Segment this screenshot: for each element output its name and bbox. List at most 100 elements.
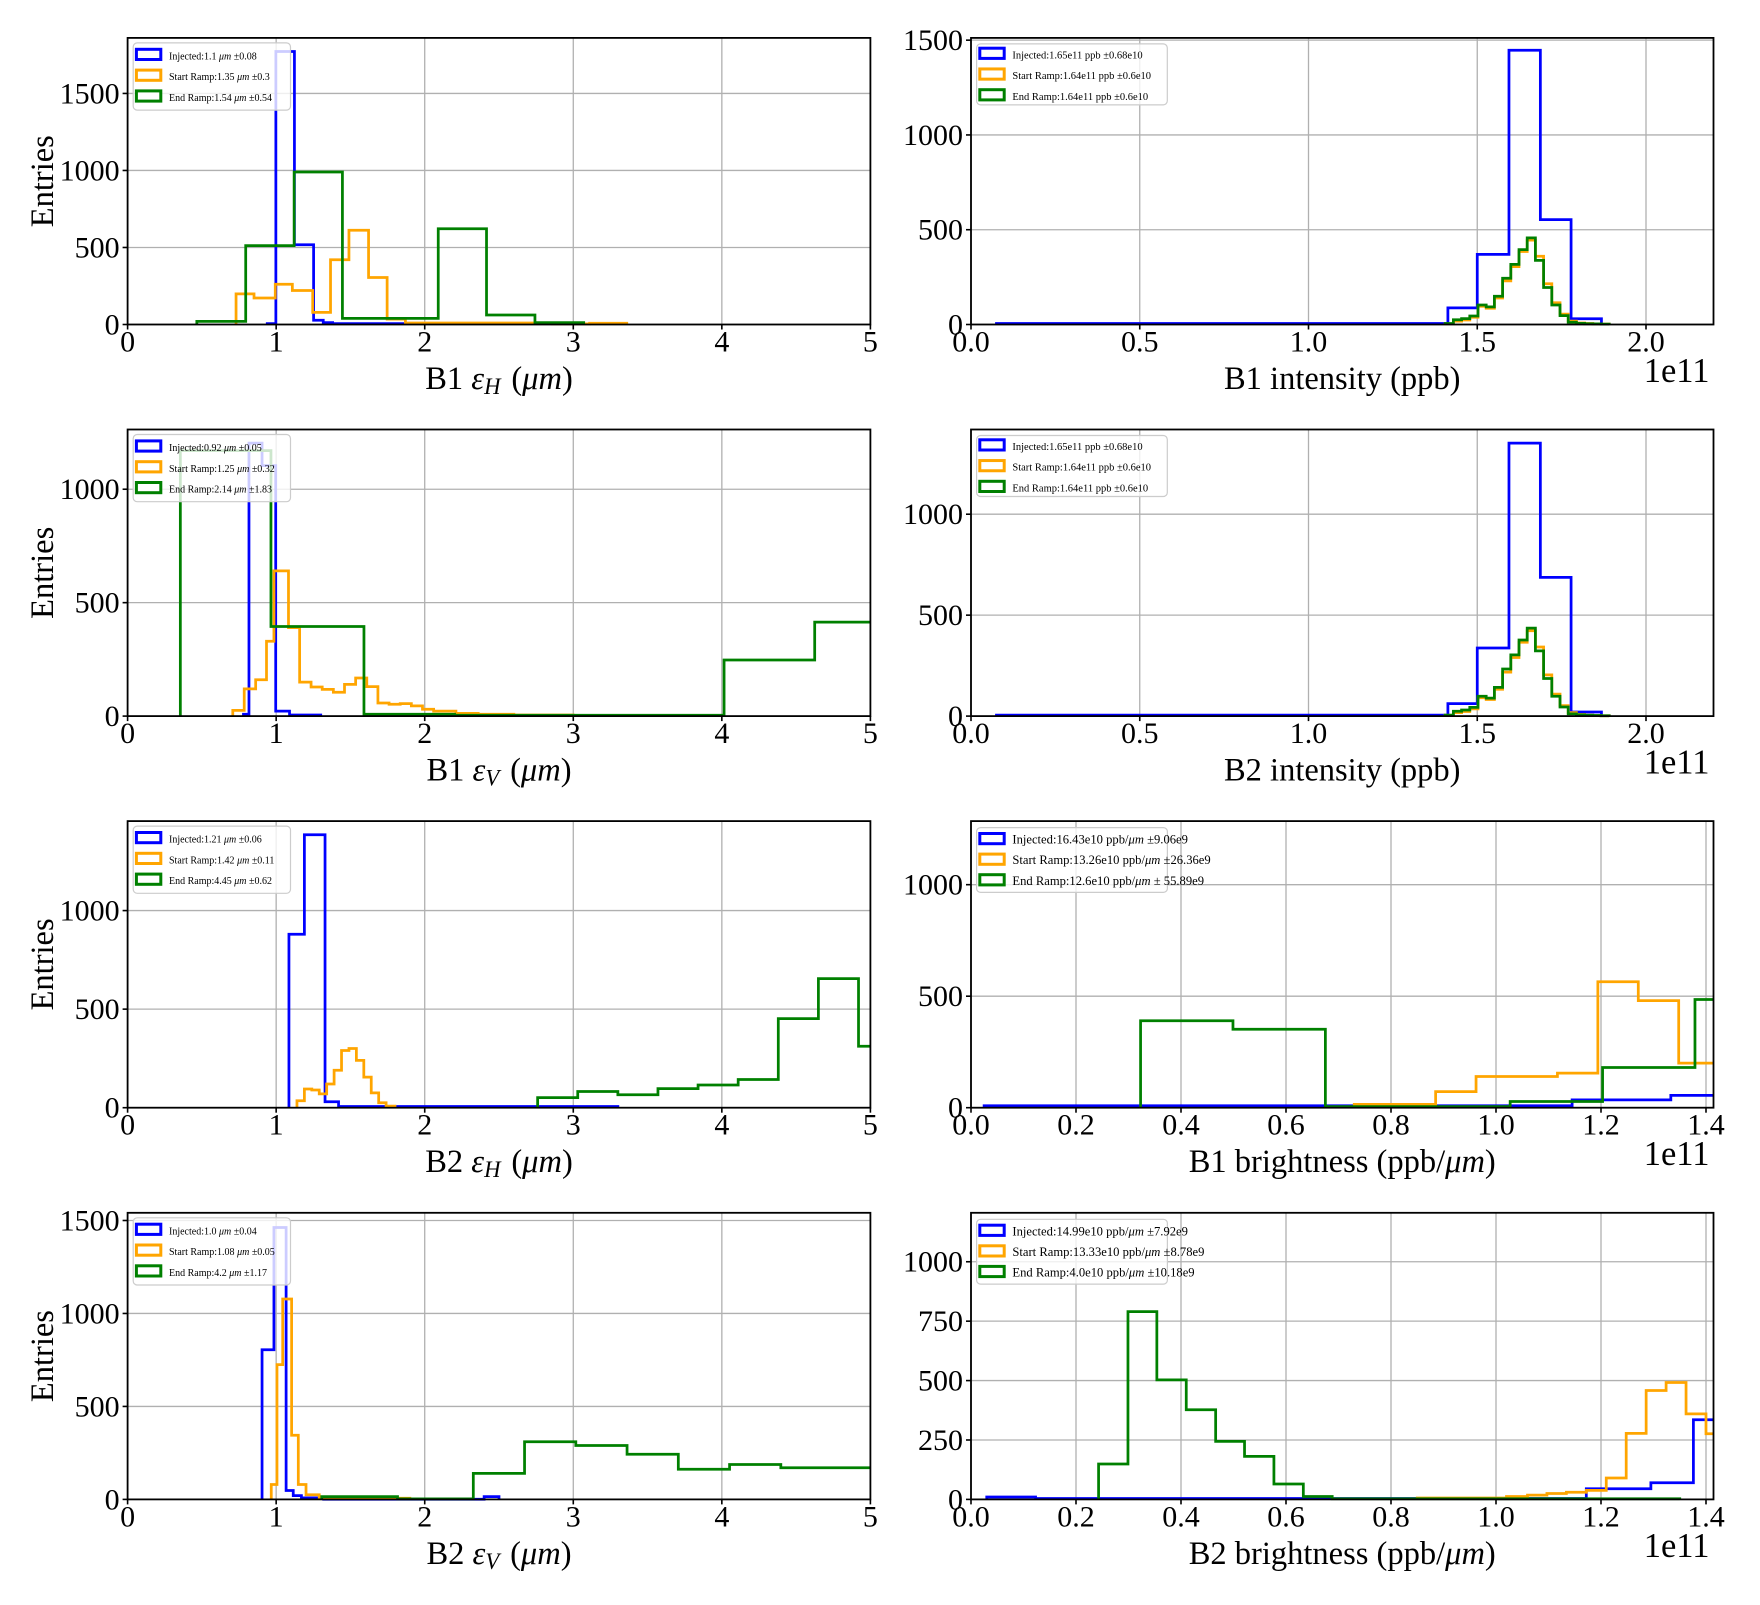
svg-text:1000: 1000 bbox=[60, 894, 120, 927]
svg-text:Injected:1.1 μm ±0.08: Injected:1.1 μm ±0.08 bbox=[169, 51, 257, 62]
svg-text:4: 4 bbox=[714, 1500, 729, 1533]
svg-text:2.0: 2.0 bbox=[1627, 326, 1665, 359]
svg-text:Injected:16.43e10 ppb/μm ±9.06: Injected:16.43e10 ppb/μm ±9.06e9 bbox=[1012, 833, 1188, 847]
svg-text:Start Ramp:1.64e11 ppb ±0.6e10: Start Ramp:1.64e11 ppb ±0.6e10 bbox=[1012, 463, 1151, 474]
svg-text:5: 5 bbox=[863, 1500, 878, 1533]
svg-text:1: 1 bbox=[269, 1500, 284, 1533]
svg-text:0.4: 0.4 bbox=[1162, 1109, 1200, 1142]
svg-text:0.0: 0.0 bbox=[952, 1500, 990, 1533]
svg-text:2: 2 bbox=[417, 717, 432, 750]
svg-text:End Ramp:1.54 μm ±0.54: End Ramp:1.54 μm ±0.54 bbox=[169, 93, 272, 104]
svg-text:0: 0 bbox=[105, 1092, 120, 1125]
svg-text:B2 intensity (ppb): B2 intensity (ppb) bbox=[1224, 753, 1461, 789]
svg-text:0: 0 bbox=[948, 1483, 963, 1516]
svg-text:0: 0 bbox=[120, 1109, 135, 1142]
svg-text:Start Ramp:1.08 μm ±0.05: Start Ramp:1.08 μm ±0.05 bbox=[169, 1247, 275, 1258]
svg-text:0: 0 bbox=[948, 700, 963, 733]
svg-text:500: 500 bbox=[75, 587, 120, 620]
svg-text:500: 500 bbox=[918, 214, 963, 247]
svg-text:0.0: 0.0 bbox=[952, 326, 990, 359]
svg-text:1e11: 1e11 bbox=[1644, 744, 1710, 782]
svg-text:1.5: 1.5 bbox=[1459, 717, 1497, 750]
svg-text:1000: 1000 bbox=[903, 869, 963, 902]
svg-text:Entries: Entries bbox=[25, 1310, 61, 1402]
svg-text:Start Ramp:13.26e10 ppb/μm ±26: Start Ramp:13.26e10 ppb/μm ±26.36e9 bbox=[1012, 853, 1210, 867]
svg-text:3: 3 bbox=[566, 717, 581, 750]
svg-text:1000: 1000 bbox=[903, 1246, 963, 1279]
svg-text:B1 εV (μm): B1 εV (μm) bbox=[426, 753, 571, 791]
svg-text:1e11: 1e11 bbox=[1644, 1135, 1710, 1173]
svg-text:End Ramp:12.6e10 ppb/μm ± 55.8: End Ramp:12.6e10 ppb/μm ± 55.89e9 bbox=[1012, 874, 1204, 888]
svg-text:750: 750 bbox=[918, 1305, 963, 1338]
svg-text:0.5: 0.5 bbox=[1121, 717, 1159, 750]
svg-text:0.2: 0.2 bbox=[1057, 1500, 1095, 1533]
svg-text:500: 500 bbox=[918, 980, 963, 1013]
svg-text:B1 εH (μm): B1 εH (μm) bbox=[425, 361, 573, 399]
svg-text:2.0: 2.0 bbox=[1627, 717, 1665, 750]
svg-text:250: 250 bbox=[918, 1424, 963, 1457]
svg-text:Start Ramp:1.35 μm ±0.3: Start Ramp:1.35 μm ±0.3 bbox=[169, 72, 270, 83]
svg-text:1500: 1500 bbox=[60, 77, 120, 110]
svg-text:0.0: 0.0 bbox=[952, 717, 990, 750]
svg-text:End Ramp:1.64e11 ppb ±0.6e10: End Ramp:1.64e11 ppb ±0.6e10 bbox=[1012, 483, 1148, 494]
svg-text:500: 500 bbox=[75, 1390, 120, 1423]
svg-text:500: 500 bbox=[918, 1364, 963, 1397]
svg-text:Injected:1.21 μm ±0.06: Injected:1.21 μm ±0.06 bbox=[169, 835, 262, 846]
svg-text:1: 1 bbox=[269, 717, 284, 750]
svg-text:1.0: 1.0 bbox=[1477, 1500, 1515, 1533]
svg-text:End Ramp:4.2 μm ±1.17: End Ramp:4.2 μm ±1.17 bbox=[169, 1268, 267, 1279]
svg-text:Start Ramp:1.64e11 ppb ±0.6e10: Start Ramp:1.64e11 ppb ±0.6e10 bbox=[1012, 71, 1151, 82]
svg-text:1: 1 bbox=[269, 326, 284, 359]
svg-text:5: 5 bbox=[863, 1109, 878, 1142]
svg-text:End Ramp:4.0e10 ppb/μm ±10.18e: End Ramp:4.0e10 ppb/μm ±10.18e9 bbox=[1012, 1266, 1194, 1280]
svg-text:1.2: 1.2 bbox=[1582, 1109, 1620, 1142]
svg-text:2: 2 bbox=[417, 326, 432, 359]
svg-text:B2 brightness (ppb/μm): B2 brightness (ppb/μm) bbox=[1189, 1536, 1496, 1572]
svg-text:3: 3 bbox=[566, 326, 581, 359]
svg-text:Entries: Entries bbox=[25, 135, 61, 227]
svg-text:0: 0 bbox=[105, 700, 120, 733]
svg-text:Injected:1.65e11 ppb ±0.68e10: Injected:1.65e11 ppb ±0.68e10 bbox=[1012, 442, 1142, 453]
svg-text:500: 500 bbox=[75, 993, 120, 1026]
svg-text:2: 2 bbox=[417, 1500, 432, 1533]
svg-text:0: 0 bbox=[120, 1500, 135, 1533]
svg-text:B2 εH (μm): B2 εH (μm) bbox=[425, 1144, 573, 1182]
svg-text:5: 5 bbox=[863, 326, 878, 359]
svg-text:1000: 1000 bbox=[60, 1297, 120, 1330]
svg-text:1500: 1500 bbox=[60, 1204, 120, 1237]
svg-text:0: 0 bbox=[948, 1092, 963, 1125]
svg-text:Injected:1.0 μm ±0.04: Injected:1.0 μm ±0.04 bbox=[169, 1226, 257, 1237]
svg-text:1.5: 1.5 bbox=[1459, 326, 1497, 359]
svg-text:End Ramp:4.45 μm ±0.62: End Ramp:4.45 μm ±0.62 bbox=[169, 876, 272, 887]
svg-text:1000: 1000 bbox=[60, 473, 120, 506]
svg-text:1.2: 1.2 bbox=[1582, 1500, 1620, 1533]
svg-text:500: 500 bbox=[918, 599, 963, 632]
svg-text:4: 4 bbox=[714, 326, 729, 359]
svg-text:B2 εV (μm): B2 εV (μm) bbox=[426, 1536, 571, 1574]
svg-text:0: 0 bbox=[105, 308, 120, 341]
svg-text:2: 2 bbox=[417, 1109, 432, 1142]
svg-text:B1 intensity (ppb): B1 intensity (ppb) bbox=[1224, 361, 1461, 397]
svg-text:4: 4 bbox=[714, 717, 729, 750]
svg-text:1.0: 1.0 bbox=[1290, 717, 1328, 750]
svg-text:1000: 1000 bbox=[60, 154, 120, 187]
svg-text:0: 0 bbox=[120, 717, 135, 750]
svg-text:1000: 1000 bbox=[903, 498, 963, 531]
svg-text:0.6: 0.6 bbox=[1267, 1500, 1305, 1533]
svg-text:1.4: 1.4 bbox=[1687, 1500, 1725, 1533]
svg-text:0.6: 0.6 bbox=[1267, 1109, 1305, 1142]
svg-text:0.4: 0.4 bbox=[1162, 1500, 1200, 1533]
svg-text:0.2: 0.2 bbox=[1057, 1109, 1095, 1142]
svg-text:Start Ramp:1.42 μm ±0.11: Start Ramp:1.42 μm ±0.11 bbox=[169, 855, 274, 866]
svg-text:1000: 1000 bbox=[903, 119, 963, 152]
svg-text:1.0: 1.0 bbox=[1290, 326, 1328, 359]
svg-text:0.0: 0.0 bbox=[952, 1109, 990, 1142]
svg-text:B1 brightness (ppb/μm): B1 brightness (ppb/μm) bbox=[1189, 1144, 1496, 1180]
svg-text:Start Ramp:13.33e10 ppb/μm ±8.: Start Ramp:13.33e10 ppb/μm ±8.78e9 bbox=[1012, 1245, 1204, 1259]
svg-text:4: 4 bbox=[714, 1109, 729, 1142]
svg-text:1e11: 1e11 bbox=[1644, 352, 1710, 390]
svg-text:Injected:0.92 μm ±0.05: Injected:0.92 μm ±0.05 bbox=[169, 443, 262, 454]
svg-text:0.8: 0.8 bbox=[1372, 1109, 1410, 1142]
svg-text:500: 500 bbox=[75, 231, 120, 264]
svg-text:Injected:14.99e10 ppb/μm ±7.92: Injected:14.99e10 ppb/μm ±7.92e9 bbox=[1012, 1224, 1188, 1238]
